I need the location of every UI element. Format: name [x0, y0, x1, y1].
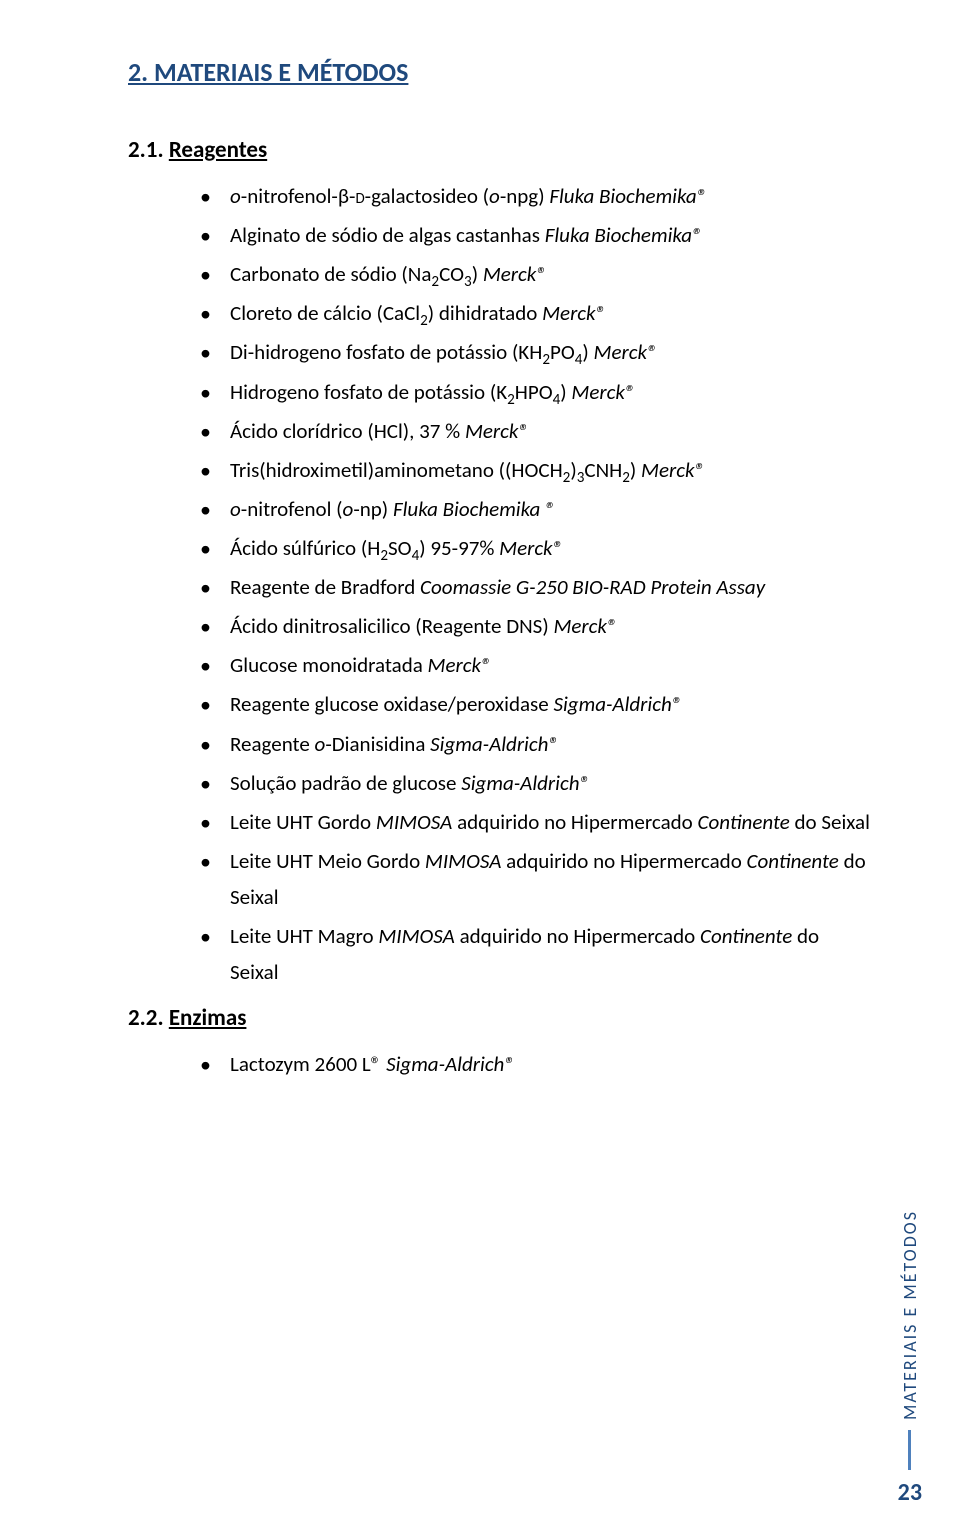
list-item: Lactozym 2600 L® Sigma-Aldrich®	[200, 1046, 870, 1082]
list-item: Reagente o-Dianisidina Sigma-Aldrich®	[200, 726, 870, 762]
list-item: Carbonato de sódio (Na2CO3) Merck®	[200, 256, 870, 292]
side-rail: MATERIAIS E MÉTODOS 23	[898, 1210, 922, 1507]
page-number: 23	[898, 1478, 922, 1507]
reagentes-list: o-nitrofenol-β-d-galactosideo (o-npg) Fl…	[128, 178, 870, 990]
subsection-enzimas-num: 2.2.	[128, 1004, 164, 1032]
side-label: MATERIAIS E MÉTODOS	[899, 1210, 921, 1420]
side-divider	[908, 1430, 911, 1470]
list-item: Reagente glucose oxidase/peroxidase Sigm…	[200, 686, 870, 722]
list-item: Leite UHT Magro MIMOSA adquirido no Hipe…	[200, 918, 870, 990]
subsection-reagentes-heading: 2.1. Reagentes	[128, 136, 870, 164]
list-item: Ácido dinitrosalicilico (Reagente DNS) M…	[200, 608, 870, 644]
list-item: Leite UHT Gordo MIMOSA adquirido no Hipe…	[200, 804, 870, 840]
list-item: Ácido súlfúrico (H2SO4) 95-97% Merck®	[200, 530, 870, 566]
list-item: o-nitrofenol (o-np) Fluka Biochemika ®	[200, 491, 870, 527]
subsection-reagentes-num: 2.1.	[128, 136, 164, 164]
list-item: Ácido clorídrico (HCl), 37 % Merck®	[200, 413, 870, 449]
subsection-enzimas-heading: 2.2. Enzimas	[128, 1004, 870, 1032]
list-item: Leite UHT Meio Gordo MIMOSA adquirido no…	[200, 843, 870, 915]
list-item: Di-hidrogeno fosfato de potássio (KH2PO4…	[200, 334, 870, 370]
list-item: Cloreto de cálcio (CaCl2) dihidratado Me…	[200, 295, 870, 331]
list-item: Glucose monoidratada Merck®	[200, 647, 870, 683]
list-item: Reagente de Bradford Coomassie G-250 BIO…	[200, 569, 870, 605]
list-item: Solução padrão de glucose Sigma-Aldrich®	[200, 765, 870, 801]
section-title: 2. MATERIAIS E MÉTODOS	[128, 56, 870, 88]
list-item: Alginato de sódio de algas castanhas Flu…	[200, 217, 870, 253]
list-item: Hidrogeno fosfato de potássio (K2HPO4) M…	[200, 374, 870, 410]
enzimas-list: Lactozym 2600 L® Sigma-Aldrich®	[128, 1046, 870, 1082]
subsection-reagentes-label: Reagentes	[169, 136, 267, 164]
subsection-enzimas-label: Enzimas	[169, 1004, 247, 1032]
list-item: o-nitrofenol-β-d-galactosideo (o-npg) Fl…	[200, 178, 870, 214]
list-item: Tris(hidroximetil)aminometano ((HOCH2)3C…	[200, 452, 870, 488]
